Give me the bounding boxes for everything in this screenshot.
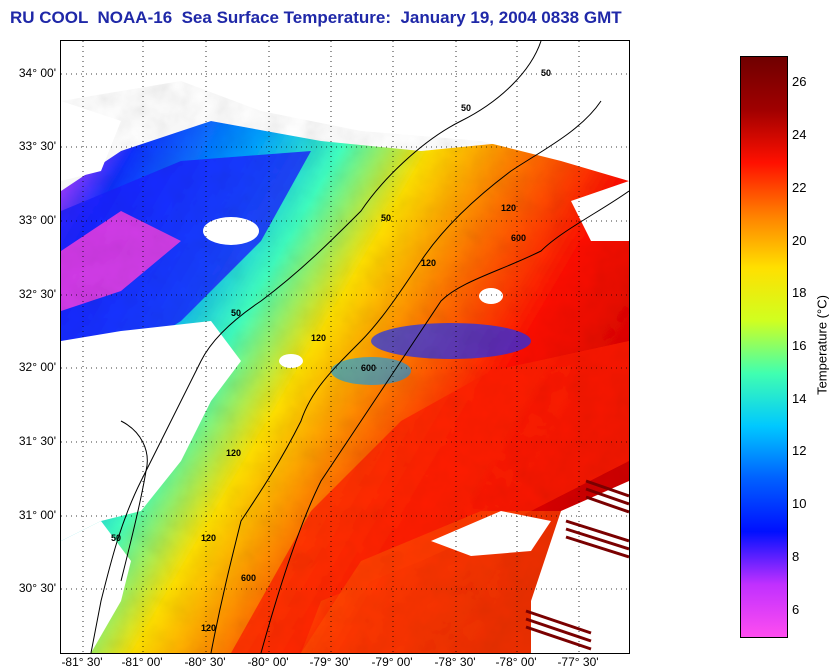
- contour-label: 120: [311, 333, 326, 343]
- contour-label: 600: [241, 573, 256, 583]
- colorbar-tick-label: 6: [792, 601, 800, 617]
- cloud-mask: [61, 41, 629, 653]
- colorbar-tick-label: 18: [792, 285, 807, 301]
- swath-edge-stripes: [525, 479, 629, 651]
- colorbar-tick-label: 14: [792, 390, 807, 406]
- lon-label: -80° 00': [247, 655, 289, 669]
- colorbar-tick-label: 26: [792, 74, 807, 90]
- lat-label: 32° 00': [18, 360, 56, 374]
- contour-label: 50: [381, 213, 391, 223]
- contour-label: 50: [111, 533, 121, 543]
- lat-label: 33° 30': [18, 139, 56, 153]
- contour-label: 50: [461, 103, 471, 113]
- contour-label: 120: [501, 203, 516, 213]
- lat-label: 31° 30': [18, 434, 56, 448]
- temperature-colorbar: [740, 56, 788, 638]
- sst-field: [61, 121, 629, 653]
- lon-label: -79° 00': [371, 655, 413, 669]
- colorbar-tick-label: 24: [792, 127, 807, 143]
- colorbar-tick-label: 12: [792, 443, 807, 459]
- contour-label: 120: [226, 448, 241, 458]
- lon-label: -79° 30': [309, 655, 351, 669]
- contour-label: 120: [201, 623, 216, 633]
- bathymetry-contours: [90, 41, 629, 653]
- lon-label: -78° 00': [495, 655, 537, 669]
- lat-label: 31° 00': [18, 508, 56, 522]
- sst-map: 50 50 50 50 50 120 120 120 120 120 120 6…: [60, 40, 630, 654]
- colorbar-tick-label: 8: [792, 548, 800, 564]
- colorbar-tick-label: 22: [792, 179, 807, 195]
- contour-label: 120: [201, 533, 216, 543]
- lat-label: 33° 00': [18, 213, 56, 227]
- lon-label: -77° 30': [557, 655, 599, 669]
- colorbar-tick-label: 20: [792, 232, 807, 248]
- contour-label: 120: [421, 258, 436, 268]
- lon-label: -81° 00': [121, 655, 163, 669]
- sst-map-svg: 50 50 50 50 50 120 120 120 120 120 120 6…: [61, 41, 629, 653]
- lat-label: 34° 00': [18, 66, 56, 80]
- lat-label: 32° 30': [18, 287, 56, 301]
- lon-label: -80° 30': [184, 655, 226, 669]
- contour-labels: 50 50 50 50 50 120 120 120 120 120 120 6…: [111, 68, 551, 633]
- contour-label: 50: [231, 308, 241, 318]
- colorbar-label: Temperature (°C): [814, 295, 830, 395]
- lat-lon-grid: [61, 41, 629, 653]
- lat-label: 30° 30': [18, 581, 56, 595]
- colorbar-tick-label: 10: [792, 496, 807, 512]
- lon-label: -78° 30': [434, 655, 476, 669]
- lon-label: -81° 30': [61, 655, 103, 669]
- contour-label: 600: [361, 363, 376, 373]
- contour-label: 600: [511, 233, 526, 243]
- colorbar-tick-label: 16: [792, 338, 807, 353]
- chart-title: RU COOL NOAA-16 Sea Surface Temperature:…: [10, 8, 622, 27]
- contour-label: 50: [541, 68, 551, 78]
